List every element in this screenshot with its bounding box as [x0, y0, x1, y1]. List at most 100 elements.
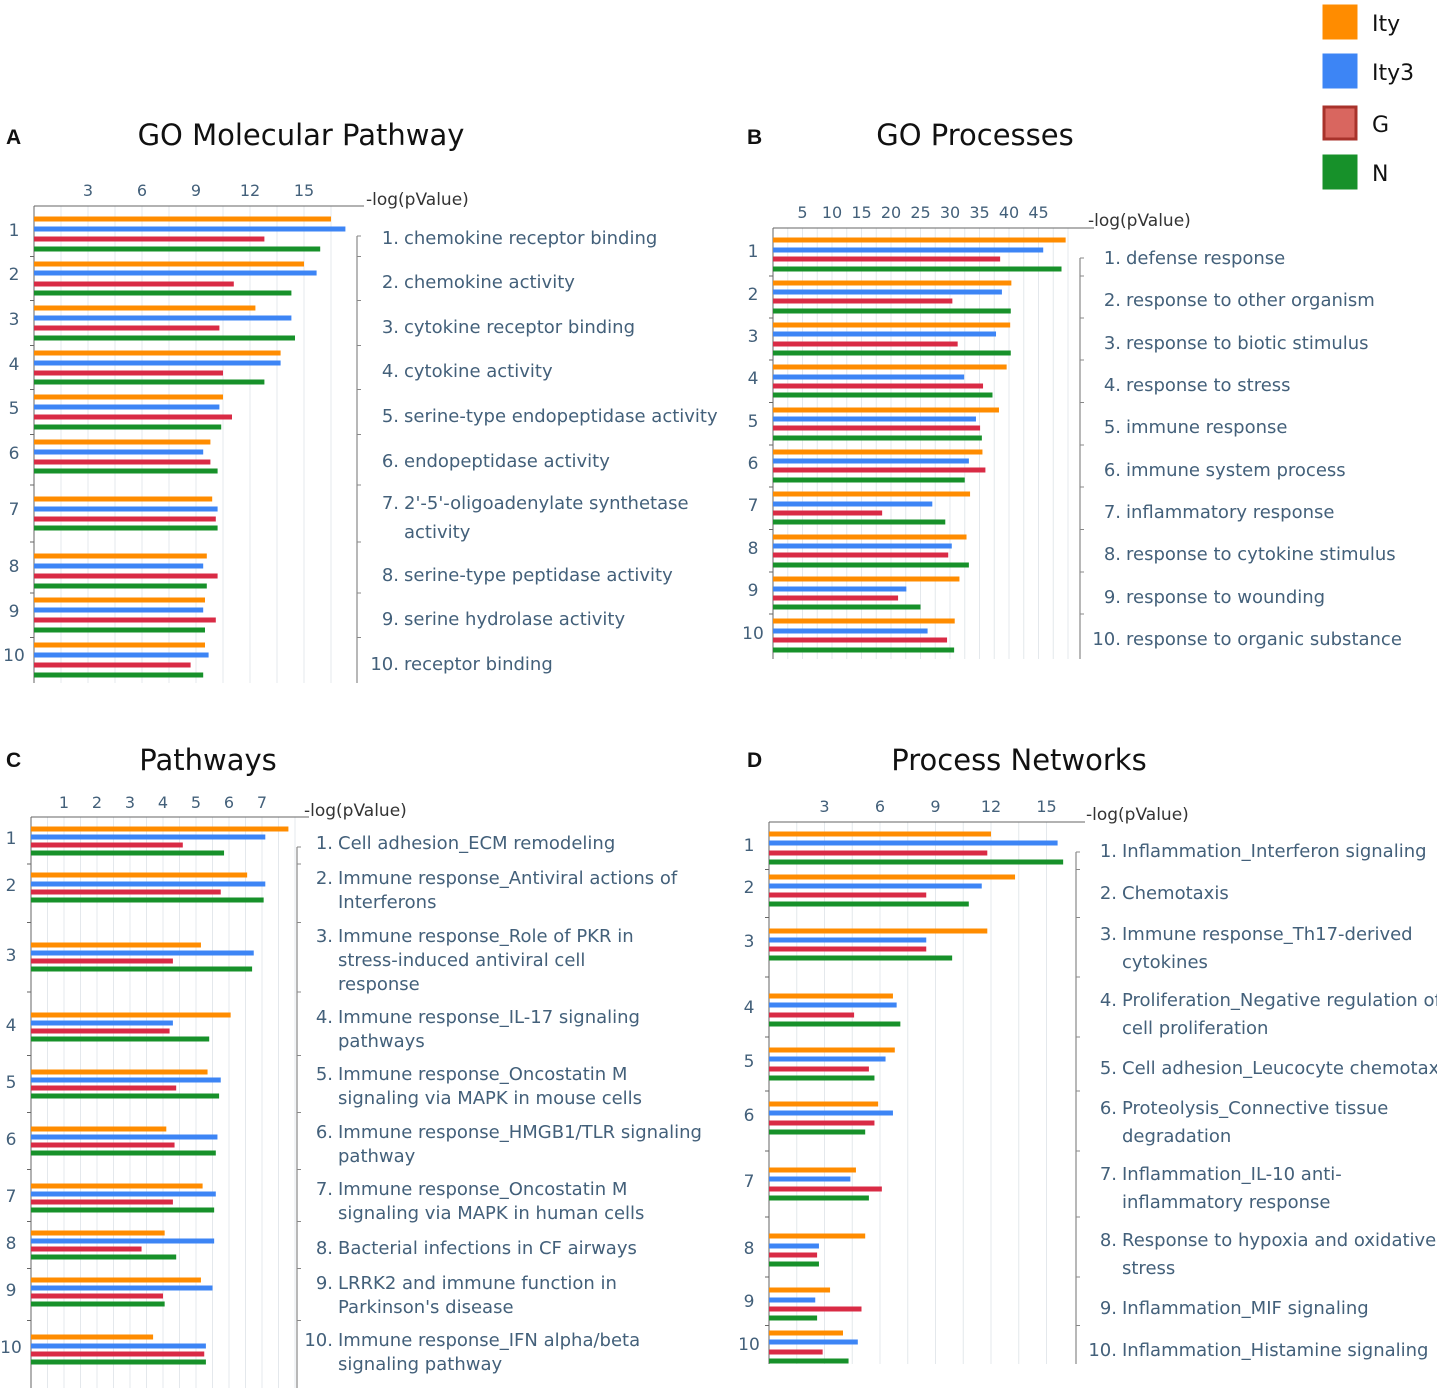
bar — [773, 341, 958, 347]
bar — [34, 379, 265, 385]
bar — [31, 1134, 218, 1140]
bar — [31, 826, 289, 832]
term-number: 1. — [1100, 841, 1117, 862]
series-ity — [769, 831, 1016, 1336]
bar — [31, 1077, 221, 1083]
tick-label: 2 — [92, 793, 102, 812]
term-label: Immune response_IFN alpha/beta — [338, 1330, 640, 1351]
bar — [34, 449, 204, 455]
category-label: 6 — [9, 444, 20, 464]
bar — [31, 1028, 170, 1034]
category-label: 7 — [9, 500, 20, 520]
bar — [773, 322, 1011, 328]
tick-label: 15 — [294, 181, 314, 200]
term-number: 4. — [1100, 990, 1117, 1011]
tick-label: 25 — [910, 203, 930, 222]
term-number: 6. — [1100, 1098, 1117, 1119]
term-number: 7. — [1104, 502, 1121, 523]
series-n — [31, 850, 264, 1365]
term-label: LRRK2 and immune function in — [338, 1273, 617, 1294]
tick-label: 3 — [819, 797, 829, 816]
bar — [31, 1285, 213, 1291]
bar — [773, 519, 946, 525]
bar — [31, 1293, 163, 1299]
bar — [769, 1176, 851, 1182]
term-number: 8. — [1104, 544, 1121, 565]
bar — [34, 350, 281, 356]
bar — [34, 414, 232, 420]
term-label: Immune response_IL-17 signaling — [338, 1007, 640, 1028]
term-number: 10. — [1088, 1340, 1117, 1361]
term-label: Response to hypoxia and oxidative — [1122, 1230, 1436, 1251]
bar — [31, 1351, 205, 1357]
bar — [31, 1207, 215, 1213]
term-number: 2. — [382, 272, 399, 293]
category-label: 4 — [748, 369, 759, 389]
tick-label: 35 — [969, 203, 989, 222]
series-n — [769, 859, 1064, 1364]
category-label: 4 — [9, 355, 20, 375]
category-label: 8 — [6, 1234, 17, 1254]
bar — [773, 534, 967, 540]
bar — [31, 1238, 215, 1244]
tick-label: 10 — [822, 203, 842, 222]
bar — [31, 1199, 173, 1205]
bar — [34, 270, 317, 276]
bar — [34, 516, 216, 522]
bar — [769, 1110, 893, 1116]
bar — [34, 459, 211, 465]
term-number: 10. — [1092, 629, 1121, 650]
term-number: 5. — [316, 1064, 333, 1085]
bar — [31, 1150, 216, 1156]
bar — [34, 325, 220, 331]
category-label: 7 — [6, 1187, 17, 1207]
term-label: Cell adhesion_Leucocyte chemotaxis — [1122, 1058, 1437, 1079]
bar — [31, 1343, 206, 1349]
bar — [773, 280, 1012, 286]
panel-letter: A — [6, 126, 21, 149]
bar — [31, 1142, 175, 1148]
bar — [773, 628, 928, 634]
bar — [769, 1233, 866, 1239]
category-label: 10 — [738, 1335, 760, 1355]
bar — [31, 897, 264, 903]
term-label: Immune response_Role of PKR in — [338, 926, 634, 947]
axis-label: -log(pValue) — [304, 801, 407, 821]
bar — [31, 1246, 142, 1252]
bar — [769, 1012, 855, 1018]
term-label: immune response — [1126, 417, 1287, 438]
bar — [31, 1085, 177, 1091]
bar — [34, 226, 346, 232]
term-number: 5. — [1100, 1058, 1117, 1079]
bar — [31, 1069, 208, 1075]
term-number: 2. — [1104, 290, 1121, 311]
panel-title: GO Molecular Pathway — [138, 118, 465, 152]
term-number: 8. — [382, 565, 399, 586]
series-ity3 — [31, 834, 266, 1349]
category-label: 5 — [9, 399, 20, 419]
category-label: 2 — [9, 265, 20, 285]
term-label: Immune response_Oncostatin M — [338, 1064, 627, 1085]
bar — [31, 1020, 173, 1026]
bar — [769, 1330, 843, 1336]
bar — [34, 246, 321, 252]
legend-swatch — [1322, 4, 1358, 40]
tick-label: 5 — [191, 793, 201, 812]
term-label: serine-type peptidase activity — [404, 565, 673, 586]
bar — [773, 392, 993, 398]
term-number: 1. — [1104, 248, 1121, 269]
series-g — [31, 842, 221, 1357]
term-number: 2. — [1100, 883, 1117, 904]
category-label: 8 — [748, 539, 759, 559]
bar — [31, 834, 266, 840]
bar — [769, 1261, 819, 1267]
bar — [773, 562, 969, 568]
series-n — [773, 266, 1062, 653]
term-number: 6. — [382, 451, 399, 472]
term-label: cytokines — [1122, 952, 1208, 973]
category-label: 6 — [748, 454, 759, 474]
bar — [34, 642, 205, 648]
term-label: Immune response_HMGB1/TLR signaling — [338, 1122, 702, 1143]
category-label: 3 — [748, 327, 759, 347]
bar — [769, 874, 1016, 880]
